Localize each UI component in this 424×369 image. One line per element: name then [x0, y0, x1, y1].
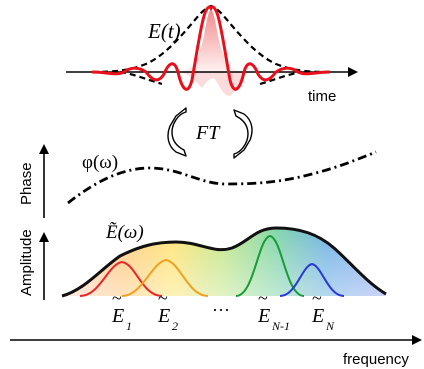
phase-curve-label: φ(ω) [82, 152, 118, 173]
component-n-minus-1-base: E [257, 305, 270, 327]
component-n-base: E [311, 305, 324, 327]
ft-label: FT [195, 122, 221, 144]
pulse-upper-fill [176, 10, 246, 72]
component-2-curve [121, 258, 209, 297]
component-1-sub: 1 [126, 319, 132, 333]
time-domain-panel: E(t) time [66, 4, 358, 105]
spectrum-envelope [61, 226, 387, 298]
component-n-sub: N [325, 319, 335, 333]
component-label-2: E ~ 2 [157, 288, 178, 333]
fourier-transform: FT [167, 107, 253, 159]
component-label-n: E ~ N [311, 288, 335, 333]
component-n-minus-1-sub: N-1 [271, 319, 290, 333]
amplitude-panel: Amplitude Ẽ(ω) ··· E ~ 1 E ~ 2 E ~ N-1 E… [18, 222, 387, 333]
component-1-base: E [111, 305, 124, 327]
component-n-minus-1-curve [235, 234, 305, 297]
component-label-1: E ~ 1 [111, 288, 132, 333]
pulse-electric-field [91, 5, 331, 91]
time-field-label: E(t) [147, 19, 181, 43]
component-n-curve [279, 262, 345, 297]
svg-text:~: ~ [258, 288, 268, 308]
ellipsis-label: ··· [212, 300, 230, 320]
frequency-axis: frequency [10, 335, 422, 368]
svg-text:~: ~ [158, 288, 168, 308]
svg-text:~: ~ [112, 288, 122, 308]
component-1-curve [79, 260, 163, 297]
component-2-sub: 2 [172, 319, 178, 333]
ft-arrow-right-icon [233, 109, 253, 159]
ft-arrow-left-icon [167, 107, 187, 157]
amplitude-axis-label: Amplitude [18, 229, 35, 296]
time-axis-label: time [308, 88, 336, 105]
spectrum-envelope-label: Ẽ(ω) [105, 222, 144, 243]
spectrum-fill-fade [62, 228, 386, 296]
component-2-base: E [157, 305, 170, 327]
phase-curve [67, 150, 377, 205]
component-label-n-minus-1: E ~ N-1 [257, 288, 290, 333]
phase-panel: Phase φ(ω) [18, 144, 377, 218]
pulse-lower-fill [176, 72, 246, 96]
svg-text:~: ~ [312, 288, 322, 308]
frequency-axis-label: frequency [343, 351, 409, 368]
phase-axis-label: Phase [18, 162, 35, 205]
